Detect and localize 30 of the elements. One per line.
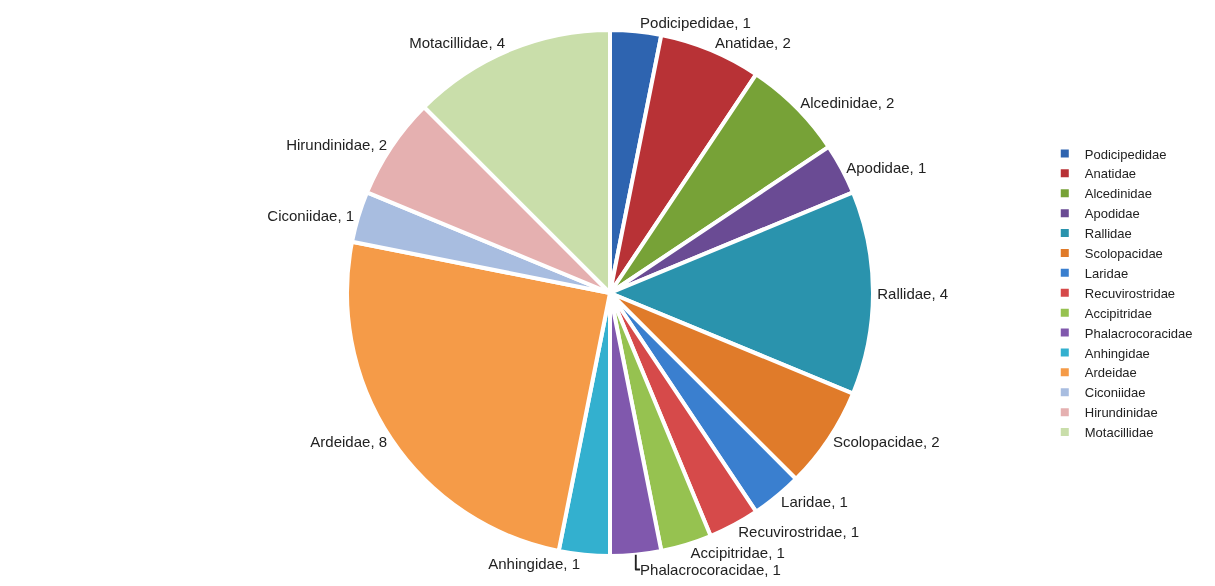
data-label: Anatidae, 2	[714, 34, 791, 52]
legend-label: Hirundinidae	[1084, 405, 1158, 421]
legend-label: Podicipedidae	[1084, 146, 1167, 162]
data-label: Anhingidae, 1	[488, 554, 580, 572]
legend-label: Accipitridae	[1084, 305, 1152, 321]
legend-label: Rallidae	[1084, 226, 1132, 242]
data-label: Hirundinidae, 2	[286, 135, 388, 153]
legend-label: Motacillidae	[1084, 425, 1154, 441]
legend-label: Apodidae	[1084, 206, 1140, 222]
data-label: Accipitridae, 1	[690, 543, 785, 561]
data-label: Alcedinidae, 2	[800, 94, 895, 112]
legend-label: Anhingidae	[1084, 345, 1150, 361]
legend-label: Scolopacidae	[1084, 246, 1163, 262]
legend-label: Recuvirostridae	[1084, 285, 1176, 301]
legend-label: Ardeidae	[1084, 365, 1137, 381]
data-label: Phalacrocoracidae, 1	[640, 560, 781, 578]
data-label: Podicipedidae, 1	[640, 14, 751, 32]
data-label: Motacillidae, 4	[409, 34, 506, 52]
data-label: Ciconiidae, 1	[267, 207, 355, 225]
legend-label: Ciconiidae	[1084, 385, 1146, 401]
data-label: Scolopacidae, 2	[832, 433, 940, 451]
legend-label: Alcedinidae	[1084, 186, 1152, 202]
legend-label: Phalacrocoracidae	[1084, 325, 1193, 341]
data-label: Recuvirostridae, 1	[738, 523, 860, 541]
data-label: Apodidae, 1	[846, 158, 927, 176]
legend-label: Laridae	[1084, 265, 1129, 281]
data-label: Ardeidae, 8	[310, 433, 388, 451]
data-label: Rallidae, 4	[877, 284, 949, 302]
legend-label: Anatidae	[1084, 166, 1137, 182]
data-label: Laridae, 1	[781, 492, 848, 510]
